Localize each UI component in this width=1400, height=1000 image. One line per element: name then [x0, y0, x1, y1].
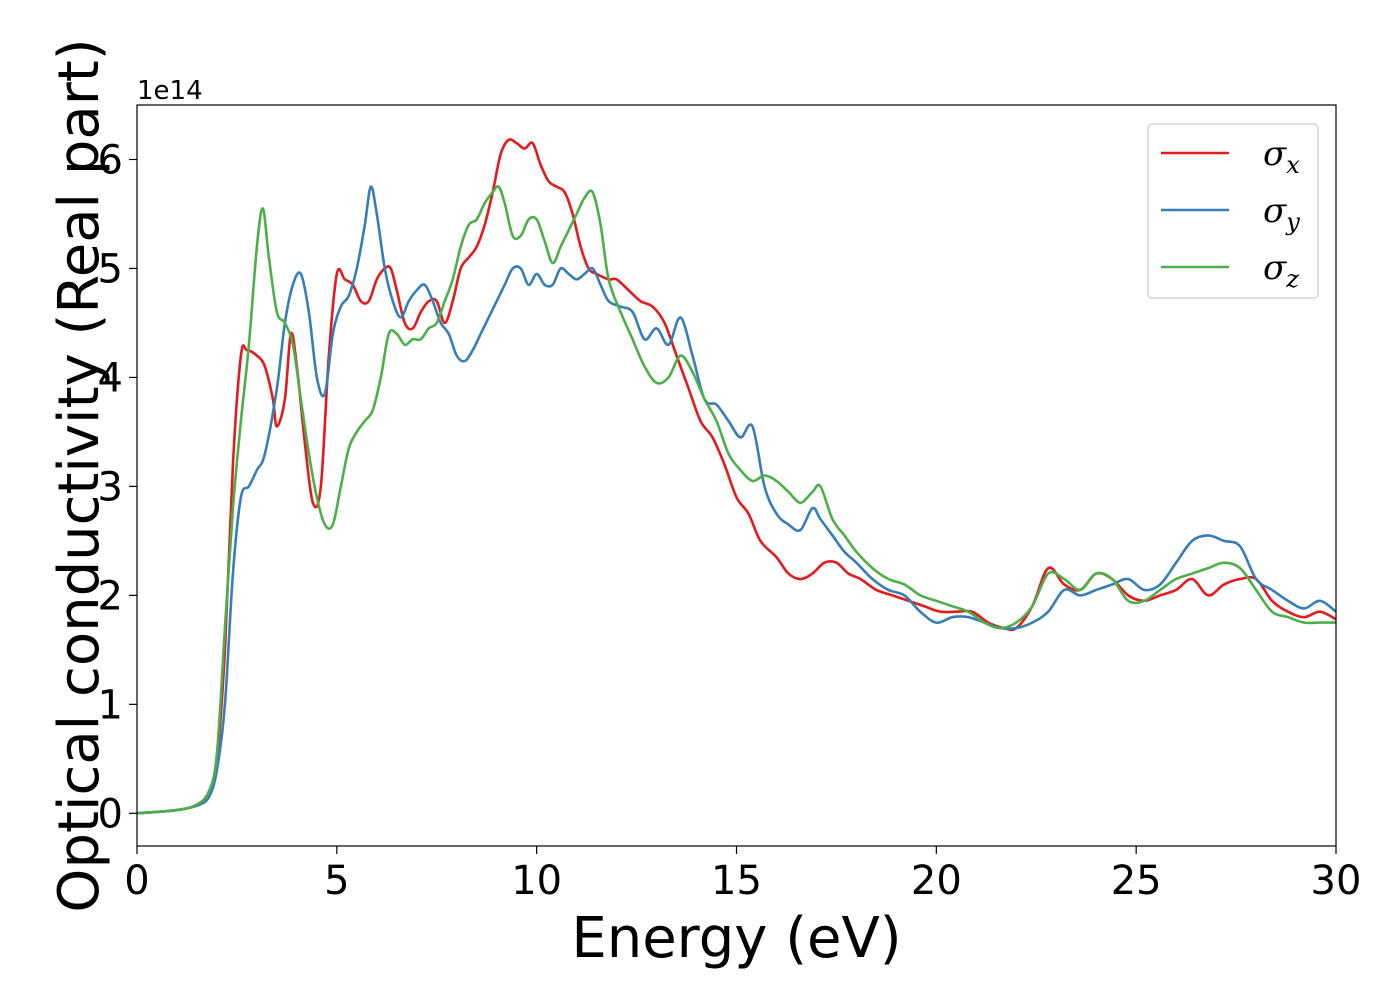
x-axis: 0 5 10 15 20 25 30	[124, 846, 1361, 904]
y-axis-label: Optical conductivity (Real part)	[47, 38, 112, 912]
series-layer	[137, 138, 1336, 815]
legend-symbol: σ	[1263, 248, 1287, 288]
legend-entry-y: σy	[1263, 191, 1300, 236]
y-tick-label: 4	[98, 355, 123, 401]
y-axis: 0 1 2 3 4 5 6	[98, 137, 137, 837]
x-tick-label: 15	[711, 858, 762, 904]
series-line-z	[137, 185, 1336, 815]
legend-entry-x: σx	[1263, 134, 1300, 179]
legend-symbol: σ	[1263, 191, 1287, 231]
legend-subscript: z	[1285, 265, 1299, 293]
legend-box	[1147, 123, 1319, 299]
y-tick-label: 1	[98, 682, 123, 728]
x-tick-label: 25	[1111, 858, 1162, 904]
y-tick-label: 5	[98, 246, 123, 292]
x-tick-label: 10	[511, 858, 562, 904]
y-tick-label: 2	[98, 573, 123, 619]
x-tick-label: 5	[324, 858, 349, 904]
legend-subscript: x	[1286, 151, 1300, 179]
legend-symbol: σ	[1263, 134, 1287, 174]
y-tick-label: 6	[98, 137, 123, 183]
x-tick-label: 0	[124, 858, 149, 904]
legend-entry-z: σz	[1263, 248, 1299, 293]
series-line-x	[137, 138, 1336, 815]
legend-subscript: y	[1285, 208, 1300, 236]
series-line-y	[137, 185, 1336, 815]
x-axis-label: Energy (eV)	[571, 906, 901, 971]
x-tick-label: 20	[911, 858, 962, 904]
y-offset-label: 1e14	[137, 76, 203, 106]
y-tick-label: 3	[98, 464, 123, 510]
y-tick-label: 0	[98, 791, 123, 837]
x-tick-label: 30	[1311, 858, 1362, 904]
